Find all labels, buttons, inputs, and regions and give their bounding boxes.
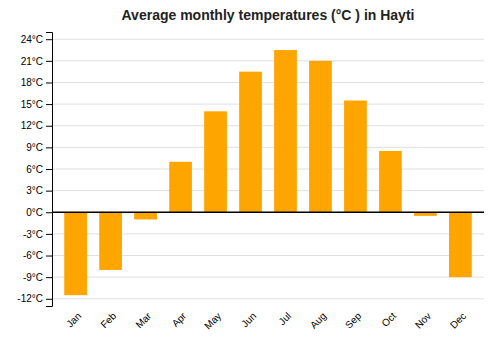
bar [99,212,122,270]
tick-mark [46,104,52,105]
bar [274,50,297,212]
grid-line [52,190,484,191]
x-tick: Jan [64,310,83,329]
bar [204,111,227,212]
zero-line [52,212,484,214]
y-tick: -6°C [23,250,52,261]
tick-mark [46,234,52,235]
x-axis: Jan Feb Mar Apr May Jun Jul Aug Sep Oct Nov Dec [64,310,468,332]
y-tick: 21°C [21,56,52,67]
x-tick: May [202,310,223,331]
bar [134,212,157,219]
x-tick: Apr [170,310,189,329]
tick-label: -3°C [23,229,43,240]
y-tick: 6°C [26,164,52,175]
bars [64,50,472,295]
grid-line [52,104,484,105]
plot: -12°C -9°C -6°C -3°C 0°C 3°C 6°C 9°C 12°C 15°C 18°… [17,33,484,332]
grid [52,39,484,299]
tick-label: 3°C [26,185,43,196]
tick-label: Mar [133,310,153,330]
y-tick: 12°C [21,120,52,131]
x-tick: Dec [448,310,468,330]
tick-label: -6°C [23,250,43,261]
tick-mark [46,61,52,62]
tick-label: Oct [379,310,398,329]
x-tick: Feb [98,310,118,330]
tick-label: Nov [413,310,433,330]
chart: -12°C -9°C -6°C -3°C 0°C 3°C 6°C 9°C 12°C 15°C 18°… [0,0,500,350]
tick-label: Apr [170,310,189,329]
tick-label: Jan [64,310,83,329]
y-tick: 3°C [26,185,52,196]
tick-label: 6°C [26,164,43,175]
tick-mark [46,191,52,192]
x-tick: Jun [239,310,258,329]
y-tick: 0°C [26,207,52,218]
grid-line [52,298,484,299]
x-tick: Aug [308,310,328,330]
axis-line [46,33,53,307]
grid-line [52,125,484,126]
tick-label: 21°C [21,56,43,67]
y-tick: 9°C [26,142,52,153]
y-tick: 18°C [21,77,52,88]
tick-label: Jun [239,310,258,329]
tick-mark [46,169,52,170]
y-tick: 15°C [21,99,52,110]
y-tick: -9°C [23,272,52,283]
x-tick: Jul [276,310,293,327]
tick-label: 24°C [21,34,43,45]
x-tick: Oct [379,310,398,329]
tick-mark [46,126,52,127]
tick-label: Feb [98,310,118,330]
bar [239,72,262,213]
x-tick: Sep [343,310,364,331]
bar [309,61,332,212]
tick-mark [46,82,52,83]
tick-label: 9°C [26,142,43,153]
x-tick: Mar [133,310,153,330]
tick-mark [46,277,52,278]
grid-line [52,60,484,61]
tick-label: Dec [448,310,468,330]
bar [344,101,367,213]
bar [449,212,472,277]
grid-line [52,147,484,148]
tick-mark [46,39,52,40]
tick-label: May [202,310,223,331]
tick-label: Sep [343,310,364,331]
tick-label: -9°C [23,272,43,283]
x-tick: Nov [413,310,433,330]
tick-label: 18°C [21,77,43,88]
tick-label: -12°C [17,293,43,304]
tick-label: 15°C [21,99,43,110]
title: Average monthly temperatures (°C ) in Ha… [122,7,415,23]
grid-line [52,169,484,170]
grid-line [52,277,484,278]
y-axis: -12°C -9°C -6°C -3°C 0°C 3°C 6°C 9°C 12°C 15°C 18°… [17,33,52,307]
tick-label: Aug [308,310,328,330]
grid-line [52,212,484,213]
grid-line [52,39,484,40]
tick-mark [46,256,52,257]
tick-mark [46,212,52,213]
bar [169,162,192,212]
tick-label: 12°C [21,120,43,131]
bar [379,151,402,212]
grid-line [52,82,484,83]
y-tick: 24°C [21,34,52,45]
y-tick: -12°C [17,293,52,304]
tick-mark [46,147,52,148]
tick-mark [46,299,52,300]
tick-label: Jul [276,310,293,327]
bar [64,212,87,295]
y-tick: -3°C [23,229,52,240]
tick-label: 0°C [26,207,43,218]
